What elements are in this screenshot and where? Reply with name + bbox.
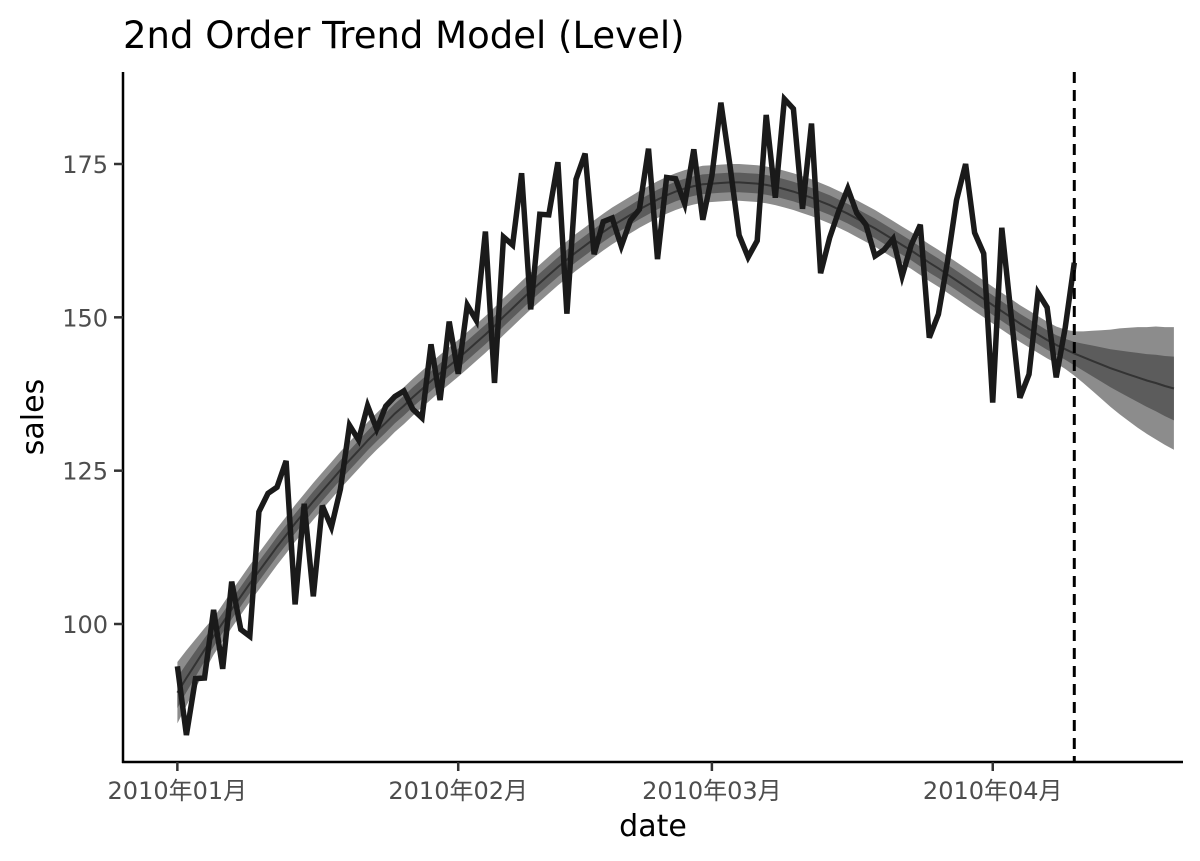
y-tick-label: 100 [62,611,108,639]
observed-sales-line [174,92,1078,736]
x-tick-label: 2010年04月 [923,777,1063,805]
y-tick-label: 125 [62,458,108,486]
uncertainty-bands [177,164,1174,724]
chart-title: 2nd Order Trend Model (Level) [123,14,685,57]
y-tick-label: 150 [62,304,108,332]
y-axis-label: sales [16,379,51,455]
x-tick-label: 2010年02月 [388,777,528,805]
y-tick-label: 175 [62,151,108,179]
x-axis-ticks: 2010年01月 2010年02月 2010年03月 2010年04月 [108,762,1063,805]
y-axis-ticks: 100 125 150 175 [62,151,123,639]
band-outer [177,164,1174,724]
band-inner [177,172,1174,709]
trend-line [176,181,1175,694]
x-axis-label: date [619,809,687,844]
x-tick-label: 2010年03月 [642,777,782,805]
x-tick-label: 2010年01月 [108,777,248,805]
